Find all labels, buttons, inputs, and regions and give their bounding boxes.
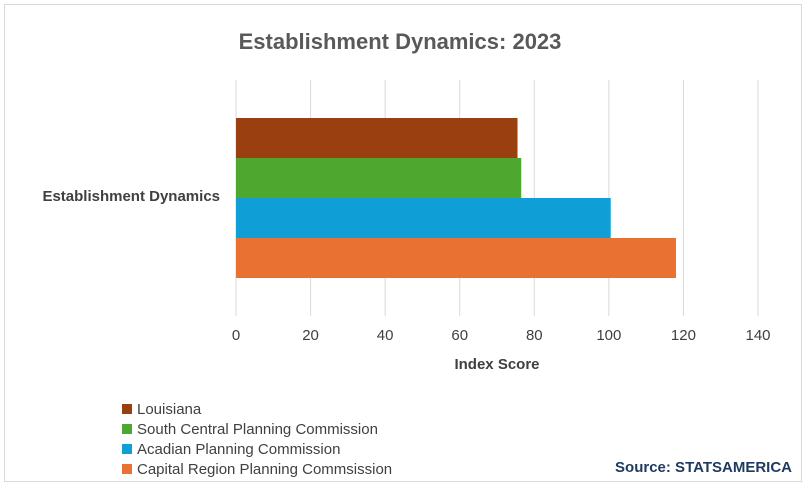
x-tick-label: 80 <box>526 327 543 344</box>
legend-swatch <box>122 464 132 474</box>
x-tick-label: 20 <box>302 327 319 344</box>
legend-swatch <box>122 424 132 434</box>
x-tick-label: 120 <box>671 327 696 344</box>
legend-label: Acadian Planning Commission <box>137 441 340 458</box>
x-axis-label: Index Score <box>454 356 539 373</box>
legend: Louisiana South Central Planning Commissi… <box>122 401 392 478</box>
legend-label: Capital Region Planning Commsission <box>137 461 392 478</box>
x-tick-label: 0 <box>232 327 240 344</box>
category-label: Establishment Dynamics <box>42 188 220 205</box>
bar-2 <box>236 158 522 198</box>
legend-swatch <box>122 444 132 454</box>
x-tick-label: 100 <box>596 327 621 344</box>
legend-label: Louisiana <box>137 401 202 418</box>
source-note: Source: STATSAMERICA <box>615 459 792 476</box>
x-tick-label: 60 <box>451 327 468 344</box>
bar-3 <box>236 198 611 238</box>
bar-4 <box>236 238 676 278</box>
bars <box>236 118 676 278</box>
bar-1 <box>236 118 518 158</box>
legend-label: South Central Planning Commission <box>137 421 378 438</box>
chart-title: Establishment Dynamics: 2023 <box>239 29 562 54</box>
legend-swatch <box>122 404 132 414</box>
x-tick-label: 140 <box>745 327 770 344</box>
x-tick-label: 40 <box>377 327 394 344</box>
x-tick-labels: 0 20 40 60 80 100 120 140 <box>232 327 771 344</box>
